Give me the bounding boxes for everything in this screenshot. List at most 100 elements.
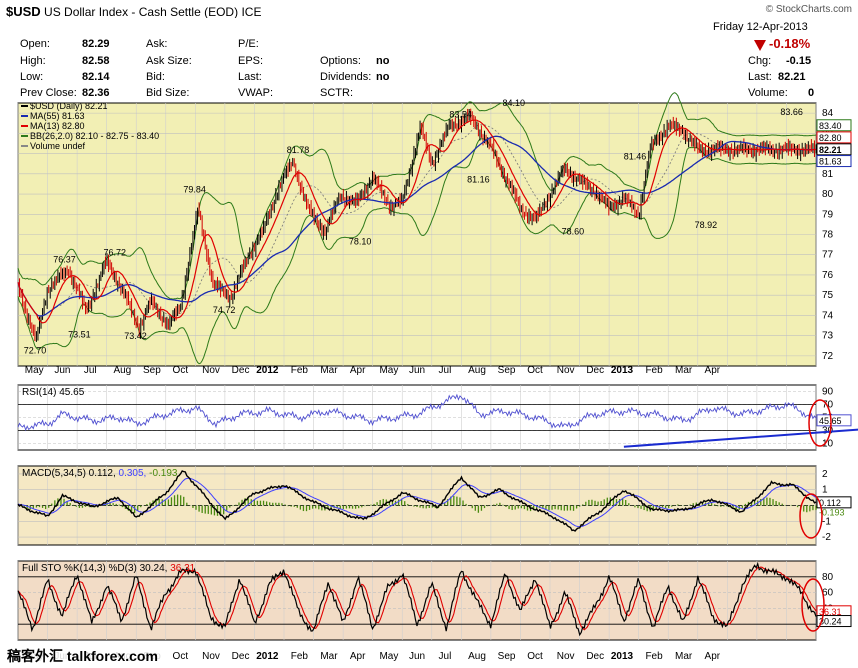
price-legend-entry: $USD (Daily) 82.21 [30, 101, 108, 111]
last-label-2: Last: [238, 71, 262, 83]
bid-label: Bid: [146, 71, 165, 83]
price-right-label: 82.80 [819, 133, 842, 143]
options-value: no [376, 55, 390, 67]
x-tick-label: 2012 [256, 365, 279, 376]
macd-highlight-ellipse [799, 493, 823, 539]
macd-right-label-box [816, 496, 852, 509]
x-tick-label: Dec [232, 365, 250, 376]
y-tick-label: 2 [822, 469, 828, 480]
y-tick-label: -2 [822, 532, 831, 543]
eps-label: EPS: [238, 55, 264, 67]
x-tick-label: Apr [350, 365, 366, 376]
y-tick-label: 90 [822, 387, 834, 398]
x-tick-label: Apr [705, 365, 721, 376]
price-annotation: 83.54 [449, 109, 472, 119]
ma13-line [17, 119, 817, 324]
price-right-label: 82.21 [819, 145, 842, 155]
sto-k-label-box [816, 615, 852, 628]
quote-date: Friday 12-Apr-2013 [713, 21, 808, 33]
price-legend-entry: Volume undef [30, 141, 86, 151]
price-annotation: 76.37 [53, 254, 76, 264]
high-label: High: [20, 55, 46, 67]
sto-legend: Full STO %K(14,3) %D(3) 30.24, 36.31 [22, 563, 196, 574]
x-tick-label: Dec [586, 365, 604, 376]
y-tick-label: 80 [822, 189, 834, 200]
legend-swatch [21, 125, 28, 127]
price-right-label-box [816, 143, 852, 156]
price-annotation: 73.51 [68, 329, 91, 339]
legend-swatch [21, 115, 28, 117]
symbol: $USD [6, 4, 41, 19]
price-legend-entry: BB(26,2.0) 82.10 - 82.75 - 83.40 [30, 131, 159, 141]
price-annotation: 79.84 [183, 184, 206, 194]
ask-size-label: Ask Size: [146, 55, 192, 67]
sctr-label: SCTR: [320, 87, 353, 99]
price-right-label-box [816, 119, 852, 132]
x-tick-label: Oct [173, 651, 189, 662]
x-tick-label: Apr [705, 651, 721, 662]
legend-swatch [21, 145, 28, 147]
x-tick-label: Mar [320, 365, 338, 376]
open-label: Open: [20, 38, 50, 50]
x-tick-label: Sep [143, 365, 161, 376]
y-tick-label: 81 [822, 169, 834, 180]
legend-swatch [21, 135, 28, 137]
legend-swatch [21, 105, 28, 107]
price-legend-entry: MA(55) 81.63 [30, 111, 85, 121]
x-tick-label: Aug [113, 365, 131, 376]
x-tick-label: Feb [291, 651, 309, 662]
y-tick-label: 79 [822, 209, 834, 220]
chg-label: Chg: [748, 55, 772, 67]
watermark: 稿客外汇 talkforex.com [4, 646, 161, 666]
instrument-name: US Dollar Index - Cash Settle (EOD) [44, 5, 239, 19]
price-annotation: 81.16 [467, 175, 490, 185]
change-percent: -0.18% [769, 36, 811, 51]
x-tick-label: Oct [527, 651, 543, 662]
price-annotation: 83.66 [780, 107, 803, 117]
low-label: Low: [20, 71, 44, 83]
price-annotation: 78.10 [349, 236, 372, 246]
y-tick-label: 1 [822, 485, 828, 496]
rsi-highlight-ellipse [808, 399, 832, 447]
prev-close-value: 82.36 [82, 87, 110, 99]
chart-title: $USD US Dollar Index - Cash Settle (EOD)… [6, 4, 261, 19]
x-tick-label: Jun [54, 365, 70, 376]
y-tick-label: 76 [822, 270, 834, 281]
price-legend-entry: MA(13) 82.80 [30, 121, 85, 131]
price-annotation: 74.72 [213, 305, 236, 315]
x-tick-label: Mar [675, 365, 693, 376]
y-tick-label: 84 [822, 108, 834, 119]
price-annotation: 78.92 [695, 220, 718, 230]
x-tick-label: Mar [675, 651, 693, 662]
quote-box: Open: 82.29 High: 82.58 Low: 82.14 Prev … [16, 18, 820, 100]
rsi-line [17, 393, 817, 432]
ask-label: Ask: [146, 38, 168, 50]
price-annotation: 81.46 [624, 152, 647, 162]
down-arrow-icon [754, 40, 766, 51]
x-tick-label: Oct [173, 365, 189, 376]
x-tick-label: May [25, 365, 44, 376]
x-tick-label: Nov [202, 651, 220, 662]
sto-k-label: 30.24 [819, 617, 842, 627]
macd-legend: MACD(5,34,5) 0.112, 0.305, -0.193 [22, 468, 178, 479]
low-value: 82.14 [82, 71, 110, 83]
x-tick-label: Nov [557, 651, 575, 662]
x-tick-label: May [379, 651, 398, 662]
x-tick-label: Jul [439, 365, 452, 376]
x-tick-label: Feb [291, 365, 309, 376]
options-label: Options: [320, 55, 361, 67]
x-tick-label: Apr [350, 651, 366, 662]
rsi-legend: RSI(14) 45.65 [22, 387, 85, 398]
x-tick-label: Nov [202, 365, 220, 376]
stockcharts-brand[interactable]: © StockCharts.com [765, 4, 852, 15]
x-tick-label: Sep [498, 651, 516, 662]
y-tick-label: 77 [822, 250, 834, 261]
price-right-label-box [816, 131, 852, 144]
x-tick-label: Jun [409, 365, 425, 376]
sto-d-line [17, 566, 817, 631]
bid-size-label: Bid Size: [146, 87, 190, 99]
x-tick-label: Dec [586, 651, 604, 662]
y-tick-label: 80 [822, 572, 834, 583]
